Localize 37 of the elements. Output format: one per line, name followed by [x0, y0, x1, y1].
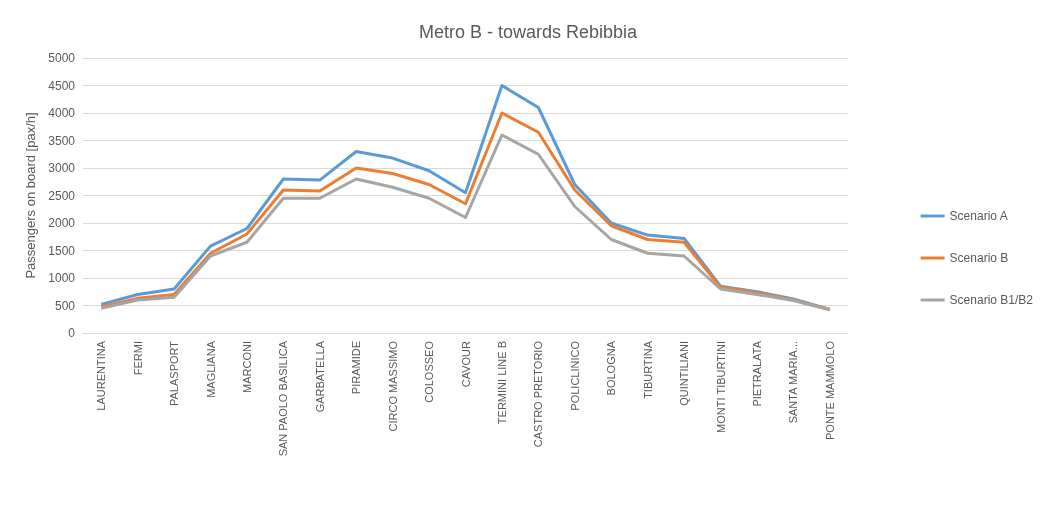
x-tick-label: COLOSSEO: [423, 340, 436, 403]
x-tick-label: MAGLIANA: [204, 340, 217, 398]
x-tick-label: SANTA MARIA...: [787, 341, 800, 424]
x-tick-label: GARBATELLA: [313, 340, 326, 413]
y-tick-label: 1000: [48, 271, 76, 285]
x-tick-label: CIRCO MASSIMO: [386, 340, 399, 432]
x-tick-label: CASTRO PRETORIO: [532, 340, 545, 448]
legend-label: Scenario A: [949, 209, 1008, 223]
y-tick-label: 4500: [48, 78, 76, 93]
x-tick-label: TERMINI LINE B: [495, 341, 508, 425]
x-tick-label: PALASPORT: [168, 340, 181, 407]
x-tick-label: TIBURTINA: [641, 340, 654, 399]
legend-label: Scenario B: [949, 251, 1009, 265]
x-tick-label: BOLOGNA: [605, 340, 618, 396]
legend-label: Scenario B1/B2: [949, 293, 1034, 307]
y-tick-label: 2000: [48, 216, 76, 230]
y-tick-label: 500: [54, 298, 76, 313]
chart-title: Metro B - towards Rebibbia: [418, 22, 639, 42]
y-tick-label: 5000: [48, 51, 76, 65]
x-tick-label: QUINTILIANI: [678, 341, 691, 406]
x-tick-label: POLICLINICO: [568, 340, 581, 411]
y-tick-label: 3000: [48, 161, 76, 175]
x-tick-label: MONTI TIBURTINI: [714, 341, 727, 433]
y-tick-label: 4000: [48, 106, 76, 120]
x-tick-label: CAVOUR: [459, 340, 472, 388]
x-tick-label: MARCONI: [240, 341, 253, 393]
x-tick-label: PIRAMIDE: [350, 341, 363, 395]
y-tick-label: 3500: [48, 133, 76, 148]
y-axis-title: Passengers on board [pax/h]: [23, 112, 39, 279]
y-tick-label: 2500: [48, 188, 76, 203]
x-tick-label: FERMI: [131, 341, 144, 376]
x-tick-label: LAURENTINA: [95, 340, 108, 411]
x-tick-label: PIETRALATA: [750, 340, 763, 407]
y-tick-label: 0: [68, 326, 76, 340]
x-tick-label: PONTE MAMMOLO: [823, 340, 836, 441]
x-tick-label: SAN PAOLO BASILICA: [277, 340, 290, 457]
y-tick-label: 1500: [48, 243, 76, 258]
